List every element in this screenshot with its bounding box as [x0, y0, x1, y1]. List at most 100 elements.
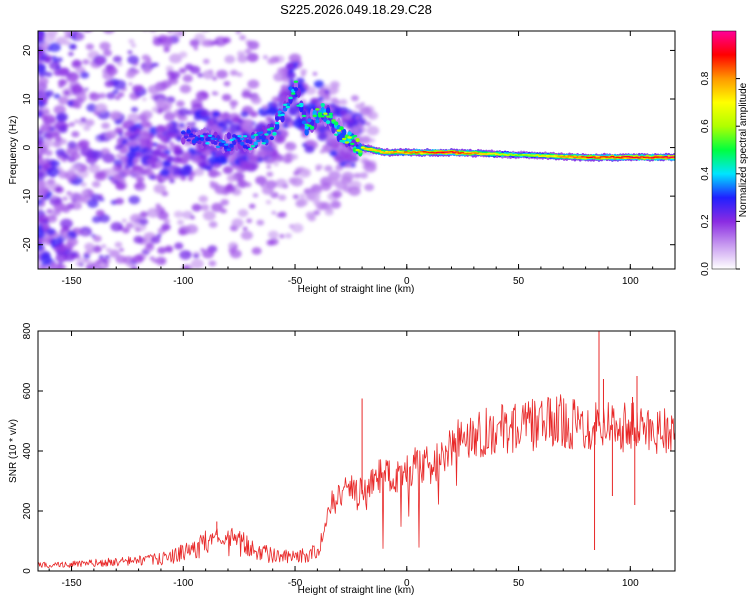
spectrogram-cell	[100, 263, 106, 268]
ridge-cell	[248, 140, 253, 145]
spectrogram-cell	[128, 195, 141, 205]
ridge-cell	[409, 152, 414, 154]
spectrogram-cell	[278, 102, 284, 107]
spectrogram-cell	[213, 91, 219, 96]
spectrogram-cell	[47, 178, 56, 185]
ridge-cell	[285, 102, 291, 107]
spectrogram-cell	[38, 229, 46, 239]
ridge-cell	[535, 154, 540, 157]
spectrogram-cell	[116, 61, 123, 67]
spectrogram-cell	[38, 140, 44, 148]
spectrogram-cell	[85, 43, 95, 50]
spectrogram-cell	[146, 207, 160, 218]
spectrogram-cell	[145, 242, 154, 249]
spectrogram-cell	[278, 194, 287, 201]
spectrogram-cell	[167, 31, 173, 34]
spectrogram-cell	[286, 71, 296, 79]
spectrogram-cell	[98, 92, 106, 99]
ridge-cell	[376, 150, 382, 152]
colorbar-tick-label: 0.4	[700, 166, 711, 180]
spectrogram-cell	[86, 259, 93, 265]
ridge-cell	[274, 116, 280, 121]
spectrogram-cell	[249, 111, 258, 118]
spectrogram-cell	[129, 213, 143, 224]
spectrogram-cell	[255, 175, 267, 185]
spectrogram-cell	[51, 194, 57, 199]
ridge-cell	[352, 134, 358, 138]
ridge-cell	[307, 124, 312, 127]
snr-series-line	[38, 394, 675, 569]
spectrogram-cell	[70, 84, 84, 94]
spectrogram-cell	[305, 102, 318, 112]
spectrogram-cell	[169, 178, 175, 184]
spectrogram-cell	[118, 132, 124, 137]
spectrogram-cell	[105, 247, 112, 253]
spectrogram-cell	[131, 170, 142, 179]
spectrogram-cell	[160, 144, 169, 151]
spectrogram-cell	[329, 80, 340, 89]
spectrogram-cell	[66, 237, 79, 247]
spectrogram-cell	[330, 97, 339, 104]
spectrogram-cell	[84, 242, 95, 251]
spectrogram-cell	[133, 181, 146, 192]
ridge-cell	[304, 128, 309, 136]
spectrogram-cell	[370, 138, 375, 143]
spectrogram-cell	[344, 162, 351, 168]
spectrogram-cell	[139, 211, 149, 218]
spectrogram-cell	[239, 35, 246, 41]
ridge-cell	[320, 115, 325, 118]
spectrogram-cell	[69, 192, 83, 202]
spectrogram-cell	[89, 92, 101, 101]
spectrogram-cell	[282, 123, 289, 129]
spectrogram-cell	[57, 263, 67, 269]
y-tick-label: 0	[22, 568, 33, 574]
spectrogram-cell	[153, 184, 167, 194]
colorbar-label: Normalized spectral amplitude	[738, 82, 749, 217]
y-tick-label: -20	[22, 237, 33, 252]
spectrogram-cell	[139, 142, 148, 148]
ridge-cell	[358, 150, 363, 153]
ridge-cell	[223, 143, 229, 146]
ridge-cell	[272, 132, 277, 136]
spectrogram-x-axis-label: Height of straight line (km)	[298, 284, 415, 295]
spectrogram-cell	[355, 103, 363, 110]
spectrogram-cell	[128, 139, 138, 148]
spectrogram-cell	[109, 249, 120, 258]
spectrogram-cell	[78, 262, 84, 267]
spectrogram-cell	[176, 100, 185, 108]
ridge-cell	[299, 102, 304, 106]
spectrogram-cell	[150, 236, 161, 244]
spectrogram-cell	[202, 249, 215, 259]
spectrogram-cell	[38, 31, 46, 41]
spectrogram-cell	[53, 93, 61, 99]
ridge-cell	[392, 151, 398, 153]
spectrogram-cell	[80, 182, 87, 188]
ridge-cell	[202, 133, 207, 136]
spectrogram-cell	[75, 66, 86, 74]
ridge-cell	[274, 121, 280, 125]
spectrogram-cell	[94, 170, 108, 181]
spectrogram-cell	[350, 95, 359, 102]
ridge-cell	[344, 141, 350, 144]
ridge-cell	[199, 134, 205, 138]
spectrogram-cell	[209, 180, 215, 185]
spectrogram-cell	[290, 153, 299, 160]
spectrogram-cell	[117, 92, 125, 98]
spectrogram-cell	[237, 54, 248, 63]
spectrogram-cell	[222, 166, 234, 175]
spectrogram-cell	[202, 210, 216, 221]
spectrogram-cell	[200, 204, 210, 211]
spectrogram-cell	[240, 110, 249, 118]
spectrogram-cell	[95, 138, 100, 142]
spectrogram-cell	[246, 218, 253, 224]
spectrogram-cell	[115, 167, 121, 172]
ridge-cell	[226, 132, 232, 140]
spectrogram-cell	[278, 211, 287, 218]
spectrogram-cell	[146, 158, 155, 165]
spectrogram-cell	[350, 163, 356, 168]
spectrogram-cell	[123, 131, 132, 137]
spectrogram-cell	[90, 193, 101, 202]
spectrogram-cell	[63, 39, 71, 46]
spectrogram-cell	[147, 84, 161, 95]
spectrogram-cell	[80, 71, 90, 79]
